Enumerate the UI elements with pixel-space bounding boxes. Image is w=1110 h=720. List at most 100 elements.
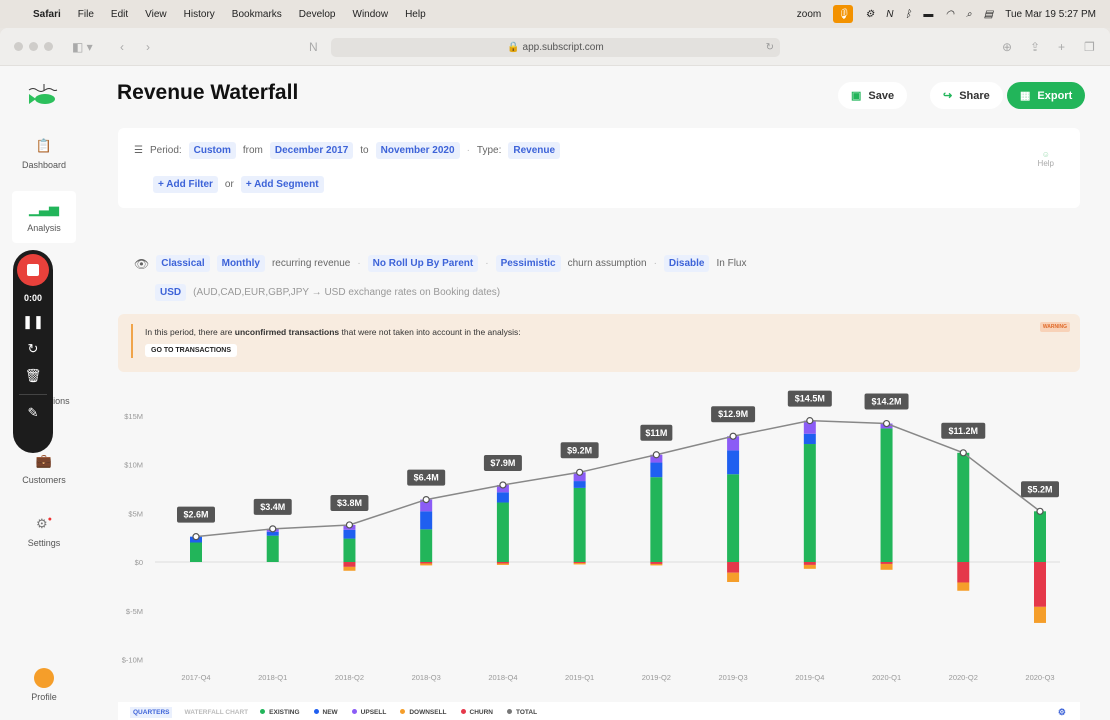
window-controls[interactable] <box>14 42 53 51</box>
rollup-select[interactable]: No Roll Up By Parent <box>367 255 479 272</box>
bar-churn <box>420 562 433 564</box>
spreadsheet-icon: ▦ <box>1020 90 1031 102</box>
help-button[interactable]: ☺ Help <box>1037 150 1054 168</box>
x-tick-label: 2019-Q1 <box>565 673 594 682</box>
tabs-overview-icon[interactable]: ❐ <box>1084 39 1095 54</box>
menu-develop[interactable]: Develop <box>298 8 336 20</box>
bar-upsell <box>573 472 586 482</box>
menu-view[interactable]: View <box>145 8 167 20</box>
total-label-bg <box>407 469 446 486</box>
menu-history[interactable]: History <box>183 8 215 20</box>
sidebar-item-analysis[interactable]: ▁▃▅ Analysis <box>12 191 76 243</box>
total-point <box>576 468 584 476</box>
bar-churn <box>957 562 970 583</box>
sidebar-item-settings[interactable]: ⚙● Settings <box>12 516 76 548</box>
legend-item-total[interactable]: TOTAL <box>507 708 537 716</box>
clock[interactable]: Tue Mar 19 5:27 PM <box>1005 8 1096 20</box>
total-point <box>806 417 814 425</box>
legend-item-upsell[interactable]: UPSELL <box>351 708 386 716</box>
safari-window: ◧ ▾ ‹ › N 🔒 app.subscript.com ↻ ⊕ ⇪ + ❐ 📋… <box>0 28 1110 720</box>
from-date-select[interactable]: December 2017 <box>269 142 354 159</box>
share-icon[interactable]: ⇪ <box>1030 39 1041 54</box>
total-label-bg <box>787 390 832 407</box>
total-label-bg <box>1021 481 1059 498</box>
bluetooth-icon[interactable]: ᛒ <box>905 8 912 20</box>
notion-icon[interactable]: N <box>886 8 894 20</box>
share-button[interactable]: ↪ Share <box>930 82 1003 109</box>
trash-icon[interactable]: 🗑 <box>24 368 42 383</box>
sidebar-toggle-icon[interactable]: ◧ ▾ <box>72 39 93 54</box>
bar-existing <box>803 444 816 562</box>
add-filter-button[interactable]: + Add Filter <box>153 176 218 193</box>
pencil-icon[interactable]: ✎ <box>19 394 47 421</box>
reload-icon[interactable]: ↻ <box>765 42 774 53</box>
legend-item-existing[interactable]: EXISTING <box>260 708 300 716</box>
sidebar-item-dashboard[interactable]: 📋 Dashboard <box>12 138 76 170</box>
frequency-select[interactable]: Monthly <box>216 255 265 272</box>
period-label: Period: <box>149 145 182 156</box>
flux-select[interactable]: Disable <box>663 255 710 272</box>
submarine-logo[interactable] <box>27 84 59 108</box>
tab-waterfall-chart[interactable]: WATERFALL CHART <box>184 708 249 716</box>
recording-time: 0:00 <box>23 293 42 303</box>
control-center-icon[interactable]: ▤ <box>983 8 994 20</box>
x-tick-label: 2019-Q4 <box>795 673 824 682</box>
save-icon: ▣ <box>851 90 862 102</box>
bar-existing <box>496 502 509 562</box>
tab-quarters[interactable]: QUARTERS <box>130 706 173 718</box>
x-tick-label: 2018-Q1 <box>258 673 287 682</box>
add-segment-button[interactable]: + Add Segment <box>240 176 324 193</box>
total-data-label: $2.6M <box>183 510 208 520</box>
address-bar[interactable]: 🔒 app.subscript.com ↻ <box>331 38 780 57</box>
bar-churn <box>573 562 586 563</box>
total-data-label: $14.2M <box>872 397 902 407</box>
pause-icon[interactable]: ❚❚ <box>22 314 44 329</box>
stop-recording-button[interactable] <box>17 254 49 286</box>
menu-help[interactable]: Help <box>405 8 426 20</box>
x-tick-label: 2017-Q4 <box>181 673 210 682</box>
legend-item-downsell[interactable]: DOWNSELL <box>400 708 447 716</box>
churn-select[interactable]: Pessimistic <box>495 255 561 272</box>
legend-item-churn[interactable]: CHURN <box>460 708 493 716</box>
menu-bookmarks[interactable]: Bookmarks <box>231 8 282 20</box>
export-button[interactable]: ▦ Export <box>1007 82 1086 109</box>
save-button[interactable]: ▣ Save <box>838 82 908 109</box>
back-icon[interactable]: ‹ <box>120 39 124 54</box>
wifi-icon[interactable]: ◠ <box>945 8 955 20</box>
churn-text: churn assumption <box>567 258 647 269</box>
method-select[interactable]: Classical <box>156 255 210 272</box>
menu-file[interactable]: File <box>77 8 94 20</box>
forward-icon[interactable]: › <box>146 39 150 54</box>
bar-upsell <box>420 499 433 512</box>
search-icon[interactable]: ⌕ <box>966 8 972 20</box>
total-label-bg <box>253 498 292 515</box>
gear-status-icon[interactable]: ⚙ <box>865 8 875 20</box>
new-tab-icon[interactable]: + <box>1058 39 1066 54</box>
bar-upsell <box>727 436 740 451</box>
battery-icon[interactable]: ▬ <box>923 8 934 20</box>
currency-select[interactable]: USD <box>155 284 187 301</box>
microphone-icon[interactable]: 🎙 <box>833 5 854 23</box>
chart-settings-icon[interactable]: ⚙ <box>1057 706 1066 717</box>
zoom-status[interactable]: zoom <box>796 8 822 20</box>
legend-item-new[interactable]: NEW <box>313 708 338 716</box>
menu-window[interactable]: Window <box>352 8 389 20</box>
period-select[interactable]: Custom <box>188 142 236 159</box>
restart-icon[interactable]: ↻ <box>27 341 39 356</box>
browser-toolbar: ◧ ▾ ‹ › N 🔒 app.subscript.com ↻ ⊕ ⇪ + ❐ <box>0 28 1110 66</box>
total-label-bg <box>640 424 673 441</box>
menu-edit[interactable]: Edit <box>110 8 129 20</box>
download-icon[interactable]: ⊕ <box>1002 39 1013 54</box>
total-point <box>959 449 967 457</box>
type-select[interactable]: Revenue <box>508 142 561 159</box>
notion-tab-icon[interactable]: N <box>309 39 318 54</box>
to-date-select[interactable]: November 2020 <box>375 142 460 159</box>
sidebar-item-customers[interactable]: 💼 Customers <box>12 453 76 485</box>
go-to-transactions-button[interactable]: GO TO TRANSACTIONS <box>145 344 237 357</box>
menu-app[interactable]: Safari <box>33 8 61 20</box>
total-label-bg <box>330 494 369 511</box>
sidebar-item-profile[interactable]: Profile <box>12 668 76 702</box>
url-text: app.subscript.com <box>522 42 604 53</box>
eye-icon[interactable]: 👁 <box>134 256 150 271</box>
legend-dot <box>507 708 513 714</box>
